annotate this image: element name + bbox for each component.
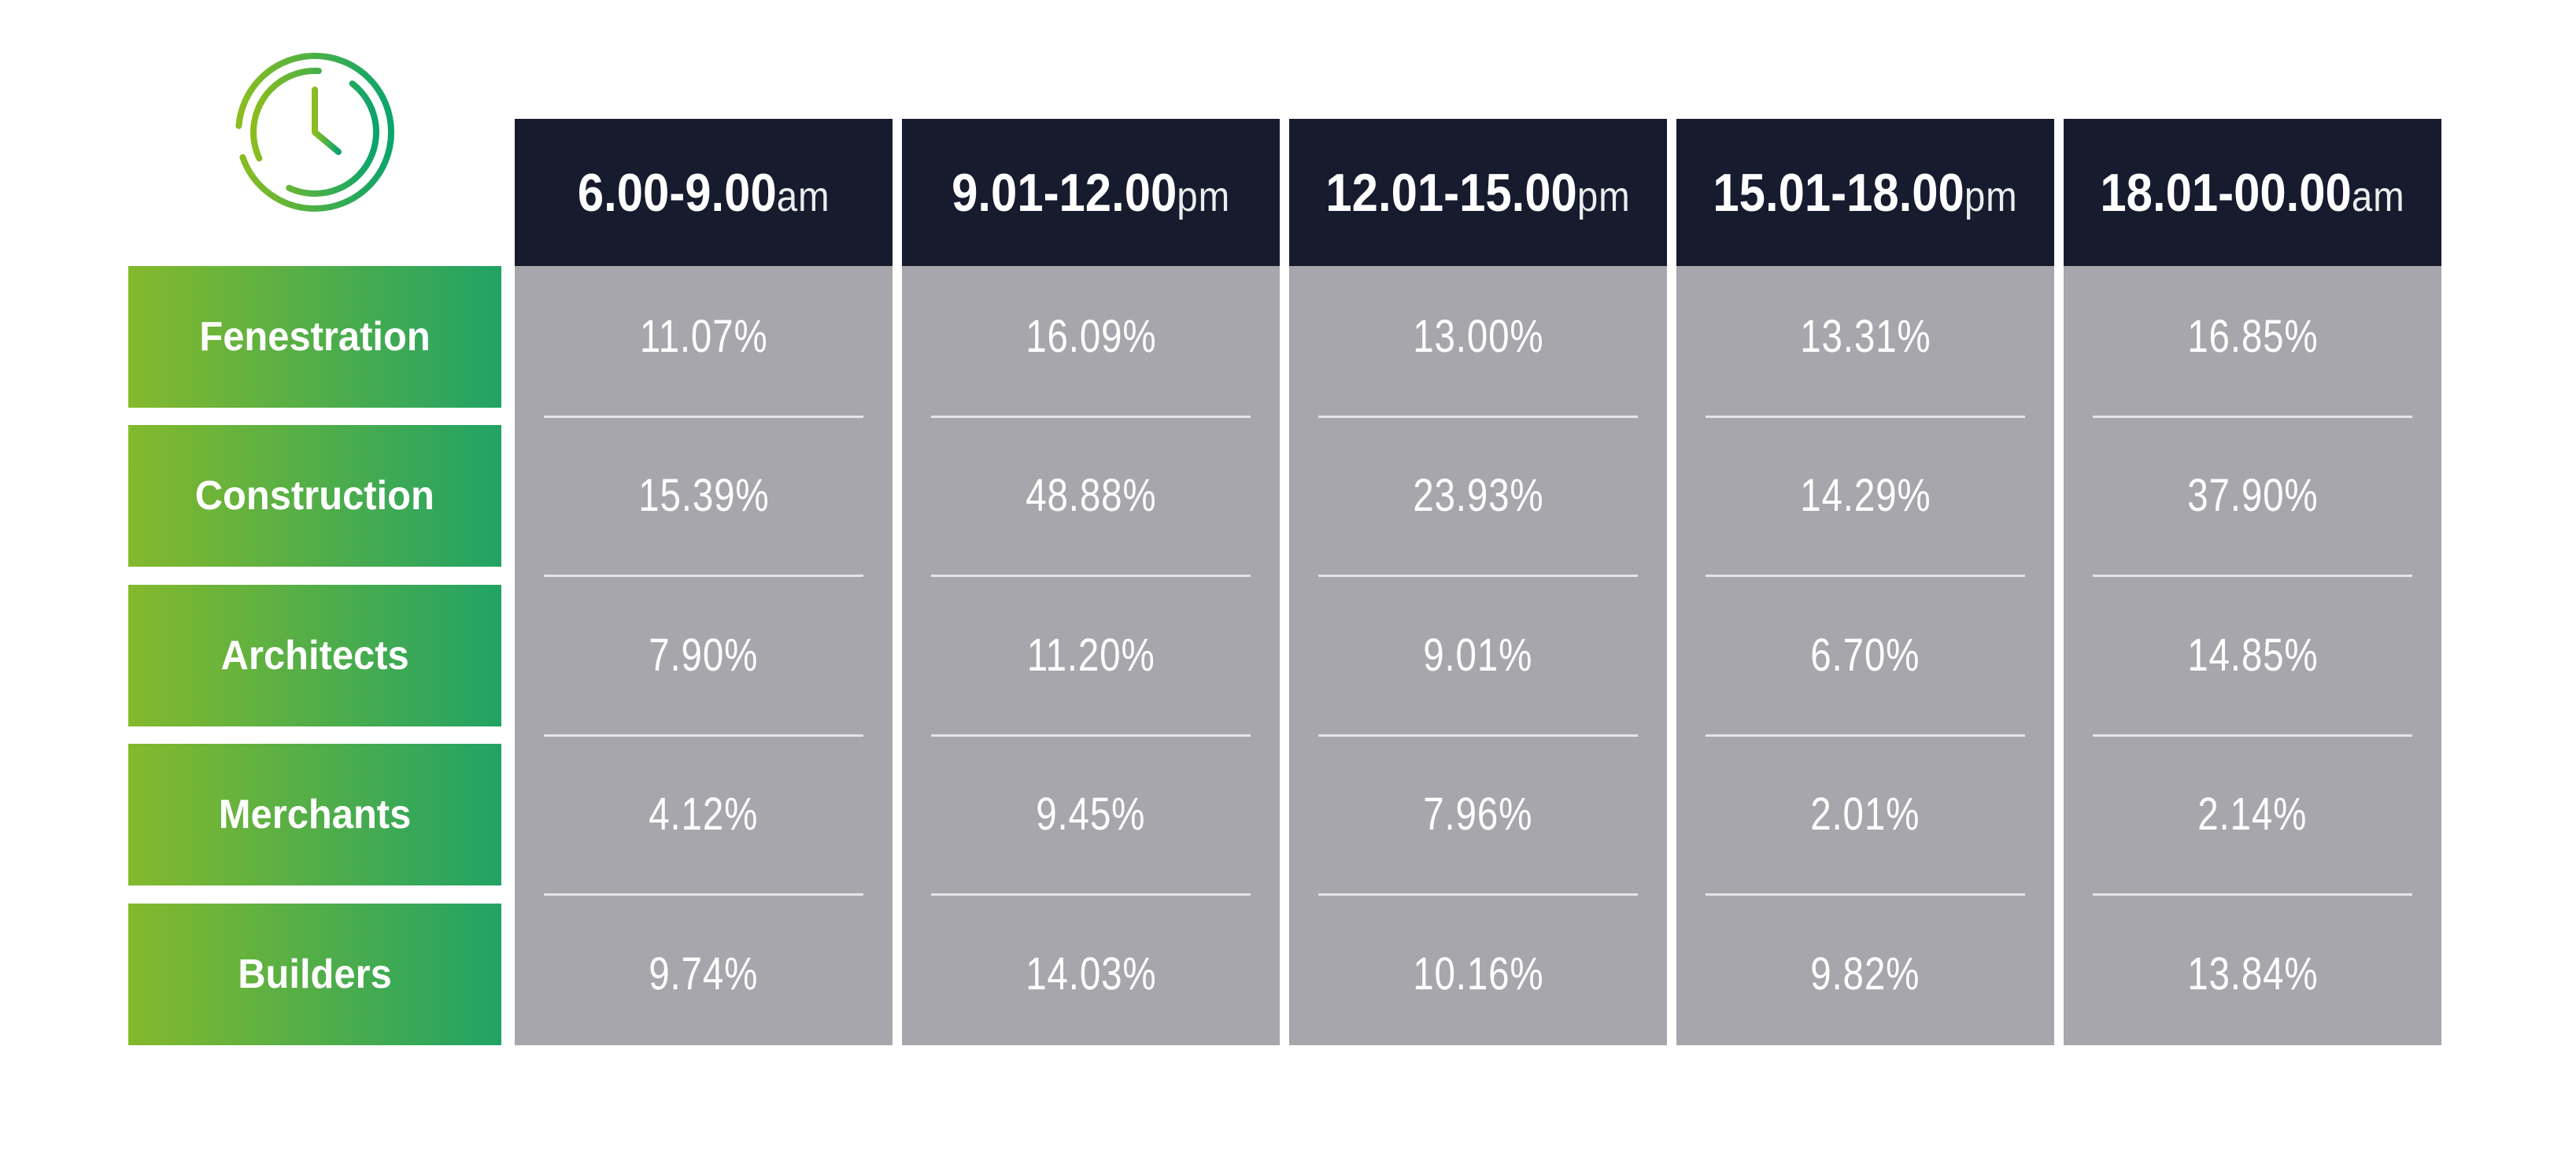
header-row: 6.00-9.00am 9.01-12.00pm 12.01-15.00pm 1… (515, 119, 2441, 266)
table-cell: 6.70% (1810, 630, 1920, 681)
header-cell-600-900am: 6.00-9.00am (515, 119, 893, 266)
table-cell: 11.07% (639, 311, 768, 362)
table-cell: 9.45% (1036, 789, 1146, 840)
table-cell: 37.90% (2186, 470, 2319, 521)
header-cell-1501-1800pm: 15.01-18.00pm (1676, 119, 2054, 266)
data-column-1801-0000am: 16.85% 37.90% 14.85% 2.14% 13.84% (2064, 266, 2441, 1045)
header-time: 18.01-00.00 (2100, 162, 2352, 223)
header-suffix: pm (1177, 172, 1230, 220)
header-time: 6.00-9.00 (577, 162, 777, 223)
table-cell: 14.85% (2186, 630, 2319, 681)
row-separator (2093, 416, 2412, 418)
row-separator (1318, 893, 1638, 896)
data-column-1201-1500pm: 13.00% 23.93% 9.01% 7.96% 10.16% (1289, 266, 1667, 1045)
table-cell: 9.01% (1423, 630, 1533, 681)
table-cell: 4.12% (649, 789, 759, 840)
clock-outer-ring (235, 53, 394, 212)
row-separator (1318, 734, 1638, 737)
row-separator (1318, 416, 1638, 418)
row-separator (2093, 734, 2412, 737)
row-separator (544, 734, 863, 737)
header-cell-901-1200pm: 9.01-12.00pm (902, 119, 1280, 266)
data-column-600-900am: 11.07% 15.39% 7.90% 4.12% 9.74% (515, 266, 893, 1045)
header-time: 9.01-12.00 (952, 162, 1177, 223)
row-label-column: Fenestration Construction Architects Mer… (128, 266, 501, 1045)
table-cell: 23.93% (1412, 470, 1544, 521)
header-suffix: am (2351, 172, 2405, 220)
table-cell: 16.85% (2186, 311, 2319, 362)
row-separator (931, 416, 1251, 418)
header-time: 15.01-18.00 (1713, 162, 1964, 223)
table-cell: 13.84% (2186, 948, 2319, 1000)
row-separator (1318, 575, 1638, 577)
header-suffix: pm (1964, 172, 2018, 220)
row-label-construction: Construction (128, 425, 501, 567)
row-separator (931, 893, 1251, 896)
data-column-1501-1800pm: 13.31% 14.29% 6.70% 2.01% 9.82% (1676, 266, 2054, 1045)
row-separator (1706, 734, 2025, 737)
table-cell: 7.96% (1423, 789, 1533, 840)
table-cell: 14.03% (1025, 948, 1157, 1000)
row-separator (544, 575, 863, 577)
table-cell: 13.00% (1412, 311, 1544, 362)
row-separator (1706, 575, 2025, 577)
row-separator (2093, 575, 2412, 577)
table-cell: 16.09% (1025, 311, 1157, 362)
row-separator (1706, 416, 2025, 418)
clock-hands (312, 87, 342, 155)
table-cell: 13.31% (1799, 311, 1931, 362)
table-cell: 10.16% (1412, 948, 1544, 1000)
header-cell-1801-0000am: 18.01-00.00am (2064, 119, 2441, 266)
row-separator (1706, 893, 2025, 896)
header-cell-1201-1500pm: 12.01-15.00pm (1289, 119, 1667, 266)
row-separator (544, 893, 863, 896)
header-suffix: am (776, 172, 830, 220)
table-cell: 9.82% (1810, 948, 1920, 1000)
row-label-fenestration: Fenestration (128, 266, 501, 408)
row-label-architects: Architects (128, 585, 501, 726)
table-cell: 7.90% (649, 630, 759, 681)
table-cell: 48.88% (1025, 470, 1157, 521)
table-cell: 2.01% (1810, 789, 1920, 840)
header-time: 12.01-15.00 (1325, 162, 1577, 223)
data-grid: 11.07% 15.39% 7.90% 4.12% 9.74% 16.09% 4… (515, 266, 2441, 1045)
row-separator (931, 734, 1251, 737)
table-cell: 14.29% (1799, 470, 1931, 521)
table-cell: 2.14% (2197, 789, 2308, 840)
clock-inner-ring (250, 68, 379, 197)
data-column-901-1200pm: 16.09% 48.88% 11.20% 9.45% 14.03% (902, 266, 1280, 1045)
row-label-builders: Builders (128, 904, 501, 1045)
row-separator (2093, 893, 2412, 896)
table-cell: 15.39% (638, 470, 770, 521)
table-cell: 9.74% (649, 948, 759, 1000)
header-suffix: pm (1576, 172, 1631, 220)
table-cell: 11.20% (1026, 630, 1155, 681)
row-separator (931, 575, 1251, 577)
row-label-merchants: Merchants (128, 744, 501, 885)
clock-icon (235, 53, 394, 212)
row-separator (544, 416, 863, 418)
